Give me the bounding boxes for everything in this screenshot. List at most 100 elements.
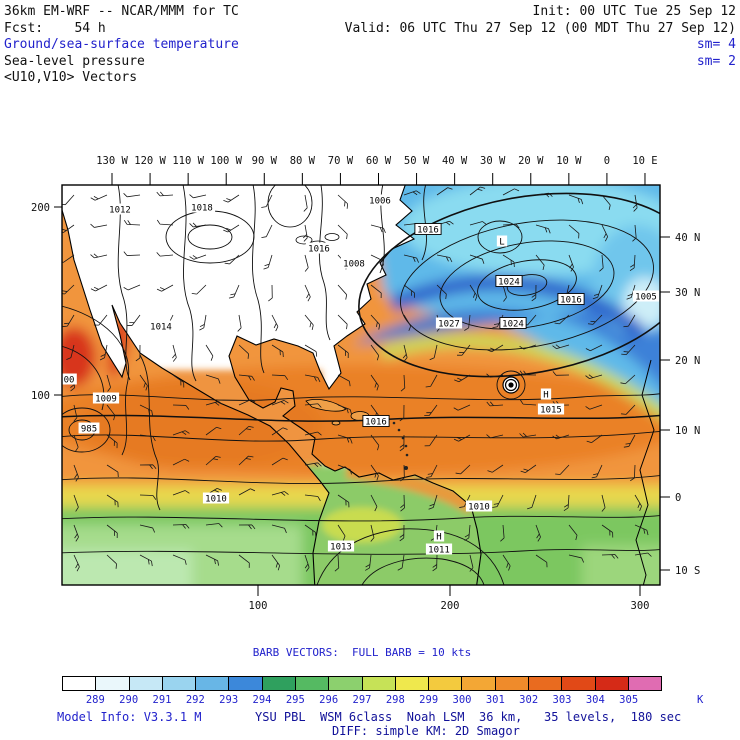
wind-barb bbox=[591, 464, 603, 479]
wind-barb bbox=[469, 284, 478, 301]
wind-barb bbox=[520, 464, 537, 473]
wind-barb bbox=[621, 404, 636, 415]
contour-label: 1010 bbox=[468, 502, 490, 512]
barb-legend: BARB VECTORS: FULL BARB = 10 kts bbox=[252, 646, 472, 659]
wind-barb bbox=[337, 524, 346, 541]
contour-label: 985 bbox=[81, 424, 97, 434]
wind-barb bbox=[370, 344, 380, 361]
wind-barb bbox=[469, 186, 486, 196]
axis-label: 100 bbox=[249, 600, 268, 612]
wind-barb bbox=[304, 254, 309, 272]
contour-label-box bbox=[540, 388, 552, 400]
wind-barbs bbox=[62, 186, 652, 572]
contour-label: 1006 bbox=[369, 196, 391, 206]
contour-label: 1027 bbox=[438, 319, 460, 329]
wind-barb bbox=[123, 251, 141, 256]
wind-barb bbox=[455, 464, 471, 475]
wind-barb bbox=[563, 494, 570, 512]
wind-barb bbox=[263, 254, 273, 270]
wind-barb bbox=[238, 524, 256, 530]
wind-barb bbox=[238, 488, 256, 496]
wind-barb bbox=[139, 524, 156, 533]
wind-barb bbox=[189, 254, 207, 260]
wind-barb bbox=[127, 314, 141, 326]
wind-barb bbox=[205, 456, 221, 466]
colorbar-labels: 289 290 291 292 293 294 295 296 297 298 299 300 301 3… bbox=[0, 694, 740, 708]
wind-barb bbox=[492, 494, 504, 508]
wind-barb bbox=[123, 284, 141, 291]
wind-barb bbox=[62, 194, 75, 206]
wind-barb bbox=[238, 374, 255, 381]
wind-barb bbox=[90, 253, 108, 259]
wind-barb bbox=[453, 434, 471, 442]
wind-barb bbox=[271, 427, 288, 436]
wind-barb bbox=[337, 344, 349, 358]
colorbar-tick-label: 291 bbox=[152, 694, 172, 706]
contour-label: H bbox=[436, 532, 441, 542]
wind-barb bbox=[238, 344, 249, 359]
wind-barb bbox=[464, 524, 471, 541]
init-time: Init: 00 UTC Tue 25 Sep 12 bbox=[532, 4, 737, 19]
wind-barb bbox=[228, 284, 240, 299]
wind-barb bbox=[271, 314, 279, 332]
wind-barb bbox=[90, 223, 108, 228]
contour-label-box bbox=[202, 492, 230, 504]
wind-barb bbox=[73, 434, 79, 452]
wind-barb bbox=[568, 194, 584, 205]
contour-label-box bbox=[366, 194, 394, 206]
colorbar-tick-label: 303 bbox=[552, 694, 572, 706]
wind-barb bbox=[304, 284, 311, 302]
forecast-hour: Fcst: 54 h bbox=[4, 20, 106, 36]
wind-barb bbox=[370, 374, 379, 391]
colorbar-tick-label: 302 bbox=[519, 694, 539, 706]
wind-barb bbox=[90, 284, 108, 292]
colorbar-tick-label: 301 bbox=[485, 694, 505, 706]
wind-barb bbox=[453, 404, 471, 411]
wind-barb bbox=[172, 404, 190, 410]
contour-label-box bbox=[188, 201, 216, 213]
wind-barb bbox=[66, 344, 75, 360]
wind-barb bbox=[271, 344, 284, 358]
diffusion-text: DIFF: simple KM: 2D Smagor bbox=[332, 724, 520, 738]
contour-label-box bbox=[496, 235, 508, 247]
axis-layer: 130 W 120 W 110 W 100 W 90 W 80 W 70 W 60 W 50 W… bbox=[31, 155, 700, 612]
wind-barb bbox=[73, 404, 78, 422]
map-frame bbox=[61, 184, 661, 586]
colorbar-tick-label: 294 bbox=[252, 694, 272, 706]
wind-barb bbox=[552, 344, 570, 350]
wind-barb bbox=[304, 314, 314, 330]
axis-label: 60 W bbox=[366, 155, 392, 167]
wind-barb bbox=[500, 524, 505, 542]
contour-label-box bbox=[340, 257, 368, 269]
wind-barb bbox=[469, 554, 474, 572]
wind-barb bbox=[73, 524, 79, 542]
wind-barb bbox=[156, 284, 174, 292]
contour-label: 00 bbox=[64, 375, 75, 385]
contour-label: 1010 bbox=[205, 494, 227, 504]
wind-barb bbox=[428, 494, 438, 510]
wind-barb bbox=[519, 399, 537, 406]
wind-barb bbox=[601, 224, 608, 242]
wind-barb bbox=[457, 344, 471, 356]
wind-barb bbox=[238, 554, 250, 568]
wind-barb bbox=[370, 434, 380, 451]
axis-label: 40 W bbox=[442, 155, 468, 167]
wind-barb bbox=[487, 464, 504, 473]
wind-barb bbox=[429, 344, 438, 361]
wind-barb bbox=[634, 494, 642, 511]
wind-barb bbox=[454, 374, 471, 383]
colorbar-cell bbox=[562, 677, 596, 690]
wind-barb bbox=[402, 344, 408, 362]
wind-barb bbox=[337, 374, 351, 387]
colorbar-cell bbox=[295, 677, 330, 690]
wind-barb bbox=[205, 523, 223, 528]
contour-label-box bbox=[557, 293, 585, 305]
colorbar-tick-label: 297 bbox=[352, 694, 372, 706]
contour-label-box bbox=[92, 392, 120, 404]
wind-barb bbox=[199, 314, 207, 331]
contour-label: 1024 bbox=[498, 277, 520, 287]
colorbar-tick-label: 296 bbox=[319, 694, 339, 706]
contour-label: 1011 bbox=[428, 545, 450, 555]
wind-barb bbox=[502, 554, 511, 571]
wind-barb bbox=[337, 464, 352, 475]
